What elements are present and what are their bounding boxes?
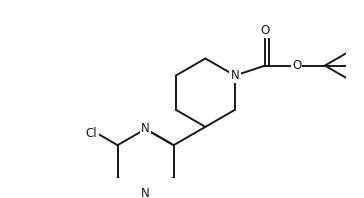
Text: N: N [141,123,150,135]
Text: O: O [292,59,301,72]
Text: O: O [260,24,270,37]
Text: N: N [231,69,240,82]
Text: N: N [141,187,150,198]
Text: Cl: Cl [86,127,98,140]
